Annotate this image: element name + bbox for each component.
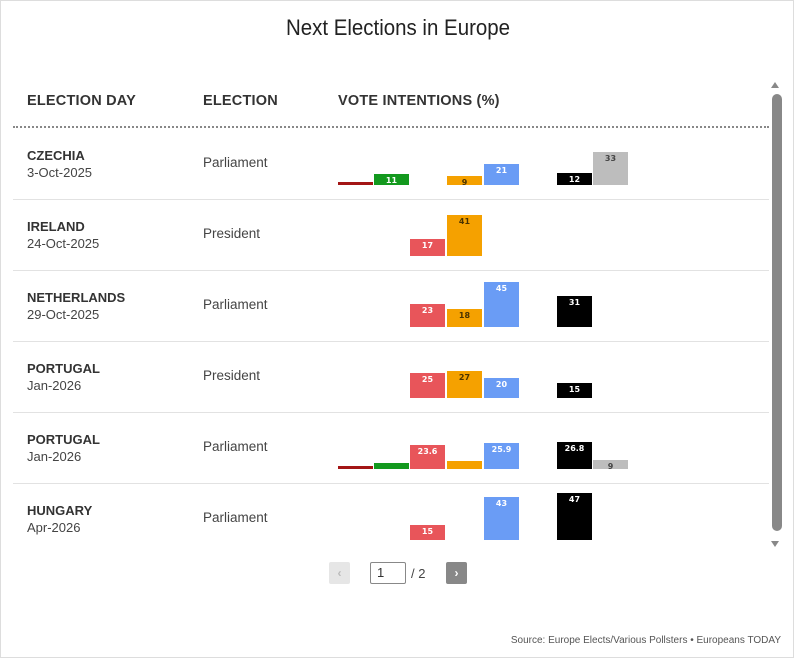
page-number-input[interactable]: 1 <box>370 562 406 584</box>
bar-black: 31 <box>557 296 592 327</box>
bar-green: 11 <box>374 174 409 185</box>
bar-value-label: 20 <box>495 380 508 389</box>
bar-value-label: 12 <box>568 175 581 184</box>
table-row: NETHERLANDS 29-Oct-2025 Parliament 23 18 45 31 <box>13 270 769 342</box>
country-name: PORTUGAL <box>27 361 100 376</box>
header-election: ELECTION <box>203 93 278 109</box>
bar-value-label: 23 <box>421 306 434 315</box>
bar-value-label: 31 <box>568 298 581 307</box>
header-divider <box>13 126 769 128</box>
scrollbar-thumb[interactable] <box>772 94 782 531</box>
bar-blue: 25.9 <box>484 443 519 469</box>
country-name: NETHERLANDS <box>27 290 126 305</box>
election-type: Parliament <box>203 297 268 312</box>
election-date: Apr-2026 <box>27 520 81 535</box>
bar-value-label: 9 <box>461 178 468 187</box>
bar-gray: 9 <box>593 460 628 471</box>
header-vote-intentions: VOTE INTENTIONS (%) <box>338 93 500 109</box>
election-type: Parliament <box>203 439 268 454</box>
chevron-left-icon: ‹ <box>337 566 342 580</box>
bar-value-label: 41 <box>458 217 471 226</box>
bar-darkred <box>338 466 373 469</box>
bar-value-label: 15 <box>568 385 581 394</box>
bar-value-label: 23.6 <box>417 447 438 456</box>
country-name: CZECHIA <box>27 148 85 163</box>
header-election-day: ELECTION DAY <box>27 93 137 109</box>
bar-value-label: 33 <box>604 154 617 163</box>
bar-value-label: 15 <box>421 527 434 536</box>
bar-red: 25 <box>410 373 445 398</box>
bar-black: 12 <box>557 173 592 185</box>
country-name: PORTUGAL <box>27 432 100 447</box>
bar-darkred <box>338 182 373 185</box>
country-name: IRELAND <box>27 219 85 234</box>
scroll-up-icon[interactable] <box>771 82 779 88</box>
bar-red: 17 <box>410 239 445 256</box>
bar-value-label: 17 <box>421 241 434 250</box>
bar-value-label: 43 <box>495 499 508 508</box>
bar-value-label: 45 <box>495 284 508 293</box>
chart-title: Next Elections in Europe <box>285 15 511 40</box>
pager-prev-button[interactable]: ‹ <box>329 562 350 584</box>
bar-red: 15 <box>410 525 445 540</box>
scroll-down-icon[interactable] <box>771 541 779 547</box>
source-note: Source: Europe Elects/Various Pollsters … <box>510 635 781 646</box>
bar-blue: 43 <box>484 497 519 540</box>
table-row: CZECHIA 3-Oct-2025 Parliament 11 9 21 12 33 <box>13 128 769 200</box>
table-row: IRELAND 24-Oct-2025 President 17 41 <box>13 199 769 271</box>
chevron-right-icon: › <box>454 566 459 580</box>
page-total: / 2 <box>411 566 426 581</box>
bar-blue: 20 <box>484 378 519 398</box>
bar-gray: 33 <box>593 152 628 185</box>
bar-red: 23.6 <box>410 445 445 469</box>
bar-blue: 21 <box>484 164 519 185</box>
table-row: PORTUGAL Jan-2026 President 25 27 20 15 <box>13 341 769 413</box>
election-date: 24-Oct-2025 <box>27 236 100 251</box>
table-row: PORTUGAL Jan-2026 Parliament 23.6 25.9 26.8 9 <box>13 412 769 484</box>
bar-value-label: 25.9 <box>491 445 512 454</box>
bar-green <box>374 463 409 469</box>
bar-orange <box>447 461 482 469</box>
bar-black: 26.8 <box>557 442 592 469</box>
bar-value-label: 11 <box>385 176 398 185</box>
bar-red: 23 <box>410 304 445 327</box>
bar-value-label: 18 <box>458 311 471 320</box>
bar-value-label: 27 <box>458 373 471 382</box>
election-date: 29-Oct-2025 <box>27 307 100 322</box>
election-type: President <box>203 226 261 241</box>
bar-black: 15 <box>557 383 592 398</box>
election-type: President <box>203 368 261 383</box>
bar-orange: 41 <box>447 215 482 256</box>
bar-orange: 18 <box>447 309 482 327</box>
bar-value-label: 25 <box>421 375 434 384</box>
bar-value-label: 47 <box>568 495 581 504</box>
election-date: Jan-2026 <box>27 378 82 393</box>
pager-next-button[interactable]: › <box>446 562 467 584</box>
bar-black: 47 <box>557 493 592 540</box>
bar-value-label: 21 <box>495 166 508 175</box>
bar-orange: 9 <box>447 176 482 187</box>
election-date: Jan-2026 <box>27 449 82 464</box>
election-date: 3-Oct-2025 <box>27 165 93 180</box>
bar-value-label: 9 <box>607 462 614 471</box>
election-type: Parliament <box>203 510 268 525</box>
country-name: HUNGARY <box>27 503 93 518</box>
bar-value-label: 26.8 <box>564 444 585 453</box>
election-type: Parliament <box>203 155 268 170</box>
bar-orange: 27 <box>447 371 482 398</box>
table-row: HUNGARY Apr-2026 Parliament 15 43 47 <box>13 483 769 554</box>
bar-blue: 45 <box>484 282 519 327</box>
